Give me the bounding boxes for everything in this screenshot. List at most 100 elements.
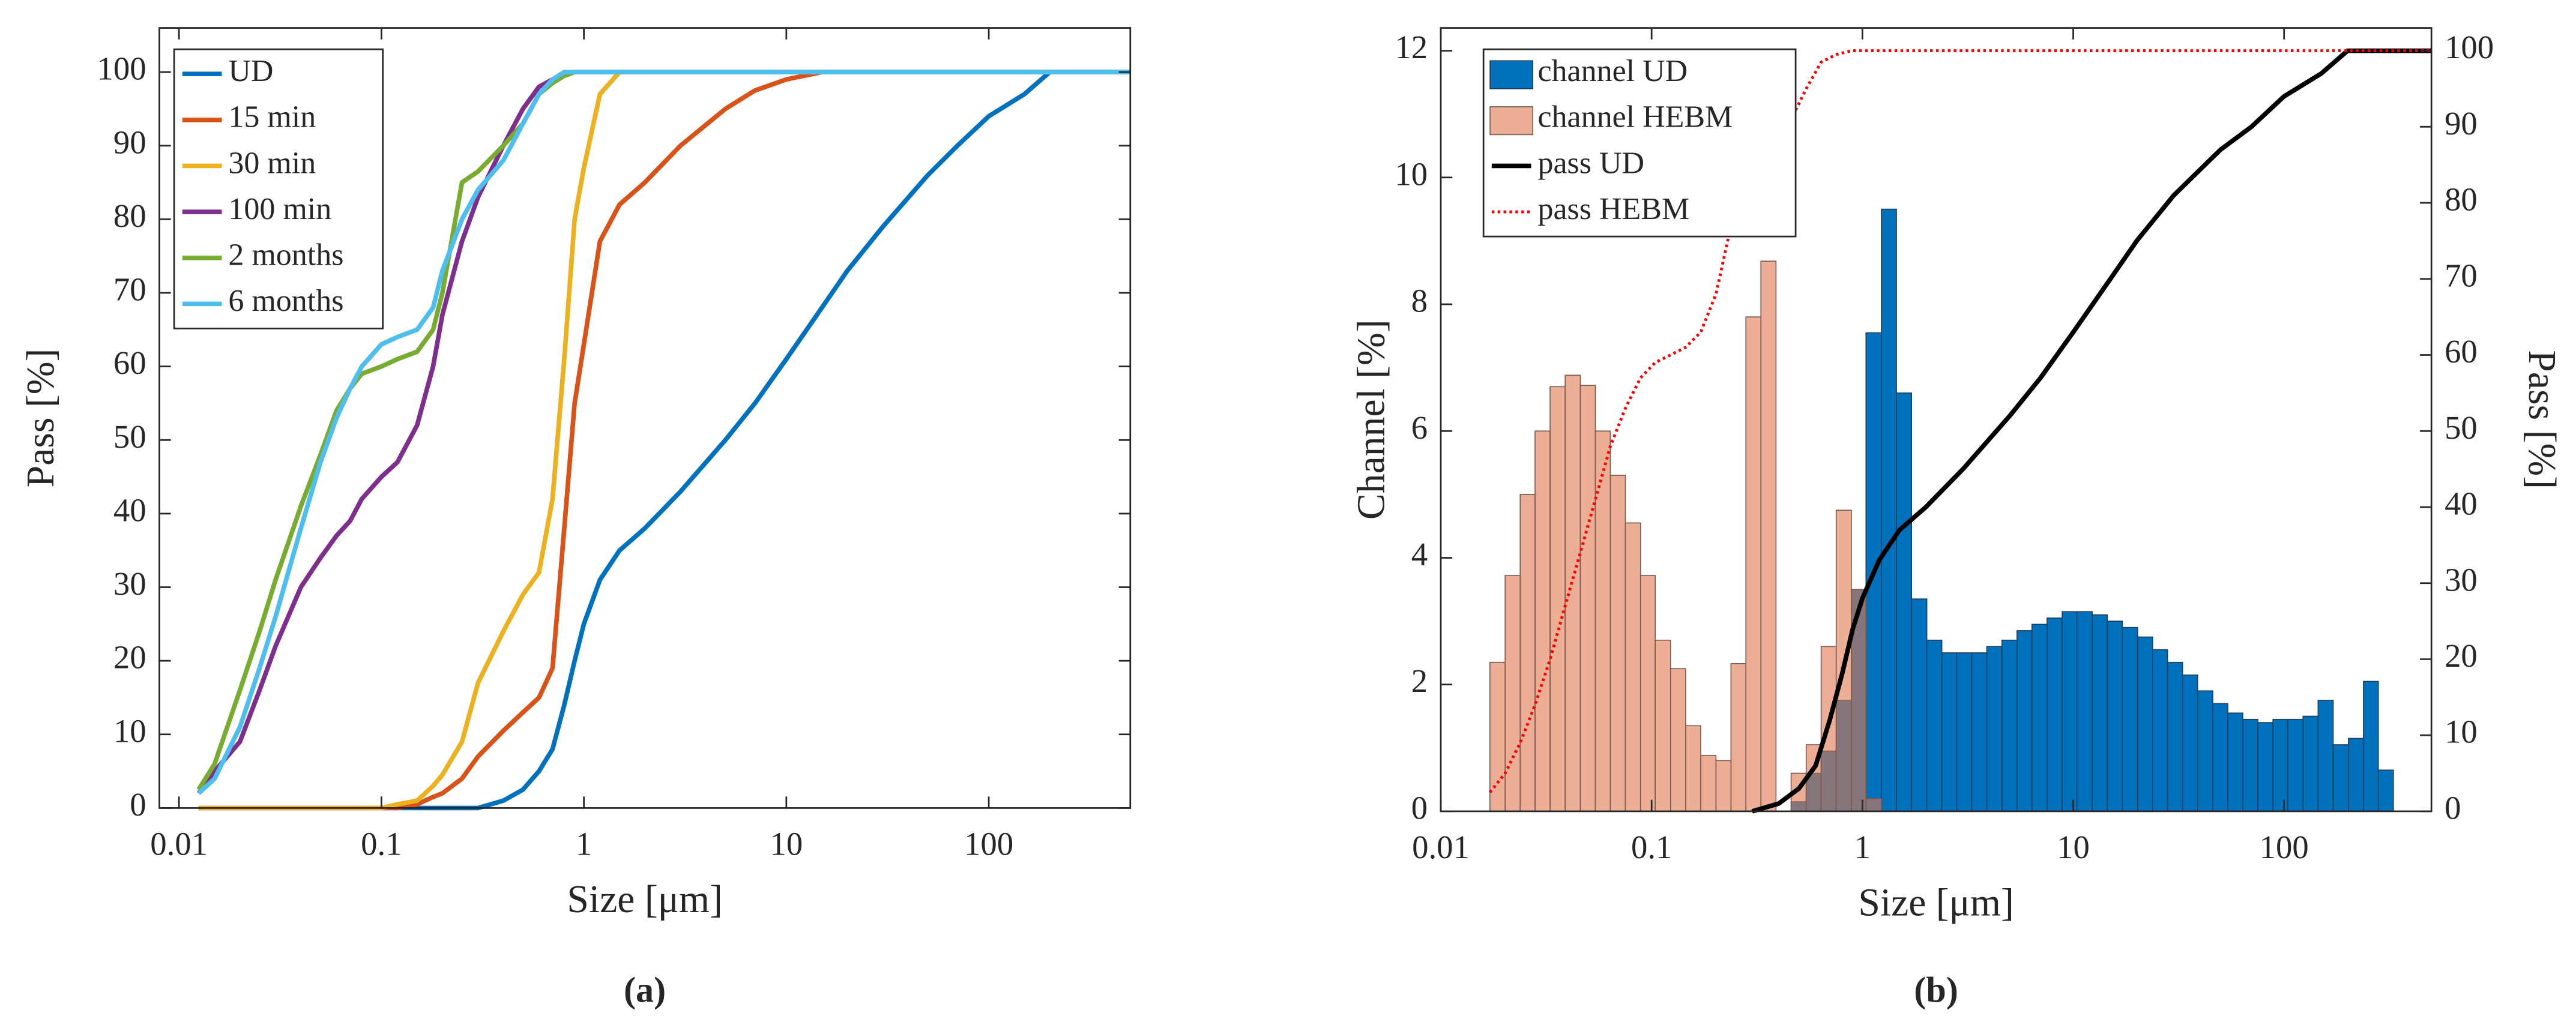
histogram-bar: [2182, 675, 2198, 812]
legend-swatch: [1489, 106, 1534, 136]
histogram-bar: [1549, 386, 1566, 812]
y-tick-label: 4: [1411, 536, 1428, 573]
legend-box: [173, 48, 384, 329]
histogram-bar: [1926, 639, 1943, 812]
histogram-bar: [1865, 798, 1882, 812]
y-tick-label: 6: [1411, 409, 1428, 446]
histogram-bar: [1654, 639, 1671, 812]
legend-label: 15 min: [228, 100, 316, 134]
x-tick-label: 100: [964, 826, 1013, 862]
histogram-bar: [1896, 392, 1913, 812]
y-tick-label: 20: [113, 639, 146, 676]
histogram-bar: [2272, 718, 2288, 812]
histogram-bar: [1639, 575, 1656, 812]
y2-tick-label: 0: [2445, 789, 2461, 826]
x-tick-label: 0.1: [1631, 829, 1672, 865]
line-series: [1488, 49, 2432, 793]
histogram-bar: [2076, 611, 2093, 812]
histogram-bar: [1881, 208, 1897, 812]
panel-label: (a): [624, 970, 666, 1010]
y-tick-label: 100: [97, 50, 146, 87]
histogram-bar: [1986, 646, 2003, 812]
histogram-bar: [2167, 661, 2183, 812]
y-tick-label: 70: [113, 271, 146, 308]
histogram-bar: [1579, 385, 1596, 812]
histogram-bar: [1624, 522, 1641, 812]
x-tick-label: 0.01: [1412, 829, 1470, 865]
histogram-bar: [2047, 617, 2063, 812]
y-tick-label: 0: [1411, 789, 1428, 826]
histogram-bar: [1609, 475, 1626, 812]
x-tick-label: 100: [2260, 829, 2309, 865]
legend-label: 2 months: [228, 238, 343, 272]
histogram-bar: [1730, 663, 1747, 812]
histogram-bar: [2287, 718, 2304, 812]
x-axis-label: Size [μm]: [567, 877, 722, 921]
histogram-bar: [2332, 744, 2349, 812]
histogram-bar: [2302, 715, 2319, 812]
panel-label: (b): [1914, 970, 1958, 1010]
histogram-bar: [2317, 700, 2334, 812]
x-tick-label: 0.01: [150, 826, 208, 862]
y2-tick-label: 70: [2445, 257, 2478, 293]
y-tick-label: 12: [1395, 29, 1428, 65]
legend-label: UD: [228, 54, 273, 88]
histogram-bar: [2092, 614, 2108, 812]
axes-box: [158, 27, 1132, 809]
histogram-bar: [1760, 260, 1777, 812]
legend-label: 6 months: [228, 284, 343, 318]
histogram-bar: [1489, 661, 1506, 812]
y-tick-label: 10: [1395, 155, 1428, 192]
legend-box: [1482, 48, 1797, 238]
y2-tick-label: 90: [2445, 105, 2478, 142]
legend-label: channel UD: [1537, 54, 1688, 88]
legend-label: pass HEBM: [1537, 192, 1689, 226]
y-tick-label: 60: [113, 344, 146, 381]
legend-label: 30 min: [228, 146, 316, 180]
y-axis-label: Pass [%]: [19, 349, 62, 488]
histogram-bar: [2062, 611, 2078, 812]
y2-tick-label: 100: [2445, 29, 2494, 65]
histogram-bar: [1504, 575, 1521, 812]
y-tick-label: 2: [1411, 663, 1428, 699]
histogram-bar: [2212, 703, 2228, 812]
y2-tick-label: 60: [2445, 333, 2478, 370]
x-tick-label: 0.1: [361, 826, 402, 862]
y2-axis-label: Pass [%]: [2520, 350, 2564, 489]
histogram-bar: [2031, 624, 2048, 812]
y-tick-label: 50: [113, 418, 146, 455]
line-series: [197, 70, 1130, 795]
y-tick-label: 10: [113, 712, 146, 749]
y2-tick-label: 50: [2445, 409, 2478, 446]
histogram-bar: [1865, 332, 1882, 812]
x-tick-label: 1: [1854, 829, 1871, 865]
y-tick-label: 40: [113, 491, 146, 528]
line-series: [1751, 48, 2432, 814]
histogram-bar: [2377, 769, 2394, 812]
y2-tick-label: 80: [2445, 181, 2478, 218]
histogram-bar: [2363, 681, 2379, 812]
y2-tick-label: 10: [2445, 714, 2478, 750]
histogram-bar: [1534, 430, 1551, 812]
histogram-bar: [1700, 755, 1717, 812]
y-tick-label: 0: [130, 786, 146, 823]
histogram-bar: [1745, 316, 1762, 812]
histogram-bar: [2001, 639, 2018, 812]
histogram-bar: [2122, 627, 2138, 812]
y-tick-label: 8: [1411, 283, 1428, 319]
histogram-bar: [1594, 430, 1611, 812]
x-tick-label: 10: [2057, 829, 2090, 865]
histogram-bar: [1956, 652, 1973, 812]
y2-tick-label: 40: [2445, 485, 2478, 522]
series-layer: [1488, 48, 2432, 814]
y2-tick-label: 20: [2445, 637, 2478, 674]
legend-label: channel HEBM: [1537, 100, 1733, 134]
histogram-bar: [1941, 652, 1958, 812]
x-axis-label: Size [μm]: [1858, 881, 2013, 925]
histogram-bar: [1670, 668, 1686, 812]
y-axis-label: Channel [%]: [1350, 319, 1393, 520]
histogram-bar: [1715, 760, 1732, 812]
y-tick-label: 90: [113, 124, 146, 160]
